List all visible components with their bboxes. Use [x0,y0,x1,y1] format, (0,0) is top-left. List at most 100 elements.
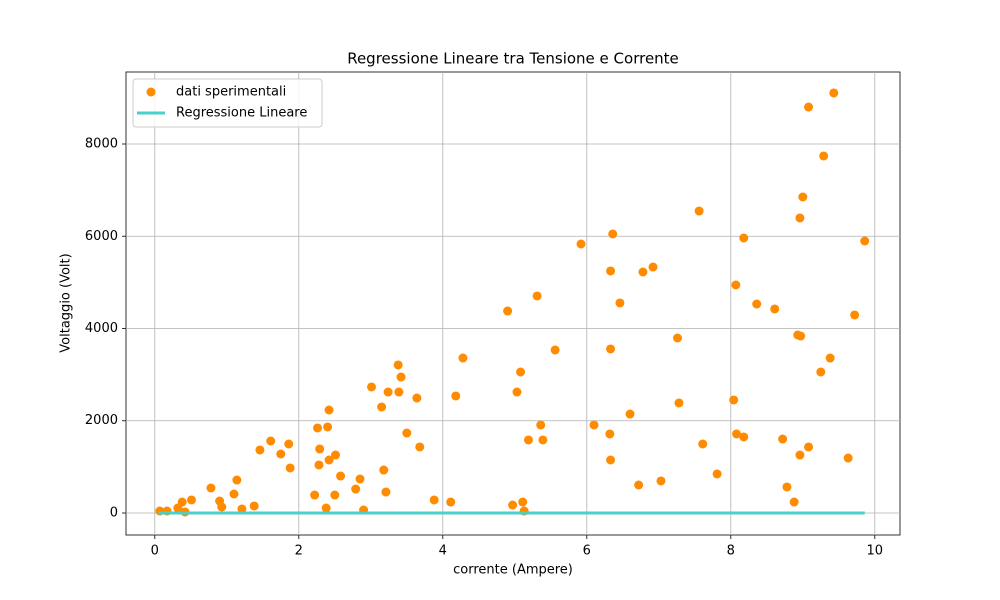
data-point [798,192,808,202]
data-point [819,151,829,161]
data-point [324,455,334,465]
data-point [379,465,389,475]
data-point [412,393,422,403]
data-point [656,476,666,486]
x-axis-label: corrente (Ampere) [453,563,573,578]
data-point [608,229,618,239]
data-point [606,344,616,354]
data-point [625,409,635,419]
data-point [770,304,780,314]
data-point [804,442,814,452]
data-point [393,360,403,370]
x-tick-label: 0 [151,544,159,559]
data-point [315,444,325,454]
data-point [634,480,644,490]
data-point [605,429,615,439]
data-point [249,501,259,511]
data-point [285,463,295,473]
data-point [648,262,658,272]
x-tick-label: 2 [295,544,303,559]
data-point [518,497,528,507]
data-point [739,233,749,243]
data-point [314,460,324,470]
data-point [829,88,839,98]
data-point [383,387,393,397]
data-point [729,395,739,405]
data-point [850,310,860,320]
data-point [255,445,265,455]
data-point [402,428,412,438]
data-point [739,432,749,442]
data-point [589,420,599,430]
y-tick-label: 0 [110,505,118,520]
data-point [336,471,346,481]
data-point [778,434,788,444]
data-point [712,469,722,479]
data-point [324,405,334,415]
data-point [523,435,533,445]
data-point [516,367,526,377]
data-point [355,474,365,484]
data-point [843,453,853,463]
data-point [532,291,542,301]
y-tick-label: 6000 [85,229,118,244]
data-point [367,382,377,392]
data-point [321,503,331,513]
data-point [550,345,560,355]
data-point [394,387,404,397]
y-tick-label: 2000 [85,413,118,428]
data-point [429,495,439,505]
data-point [694,206,704,216]
x-tick-label: 8 [727,544,735,559]
legend-box [132,78,323,128]
data-point [330,490,340,500]
data-point [673,333,683,343]
data-point [310,490,320,500]
data-point [752,299,762,309]
data-point [796,331,806,341]
data-point [816,367,826,377]
data-point [377,402,387,412]
data-point [229,489,239,499]
data-point [606,455,616,465]
plot-frame [125,71,901,536]
data-point [731,280,741,290]
data-point [615,298,625,308]
data-point [177,497,187,507]
y-tick-label: 4000 [85,321,118,336]
data-point [698,439,708,449]
data-point [284,439,294,449]
data-point [331,450,341,460]
data-point [206,483,216,493]
data-point [351,484,361,494]
legend-marker [146,87,156,97]
y-axis-label: Voltaggio (Volt) [59,253,74,352]
x-tick-label: 6 [583,544,591,559]
data-point [536,420,546,430]
chart-title: Regressione Lineare tra Tensione e Corre… [347,50,679,68]
data-point [232,475,242,485]
data-point [638,267,648,277]
data-point [795,450,805,460]
data-point [187,495,197,505]
data-point [508,500,518,510]
data-point [860,236,870,246]
data-point [396,372,406,382]
data-point [795,213,805,223]
data-point [323,422,333,432]
data-point [237,504,247,514]
data-point [415,442,425,452]
legend-label: Regressione Lineare [176,106,307,121]
data-point [789,497,799,507]
data-point [313,423,323,433]
data-point [503,306,513,316]
data-point [674,398,684,408]
data-point [804,102,814,112]
data-point [538,435,548,445]
data-point [576,239,586,249]
data-point [451,391,461,401]
data-point [217,502,227,512]
data-point [381,487,391,497]
legend-label: dati sperimentali [176,85,286,100]
data-point [446,497,456,507]
